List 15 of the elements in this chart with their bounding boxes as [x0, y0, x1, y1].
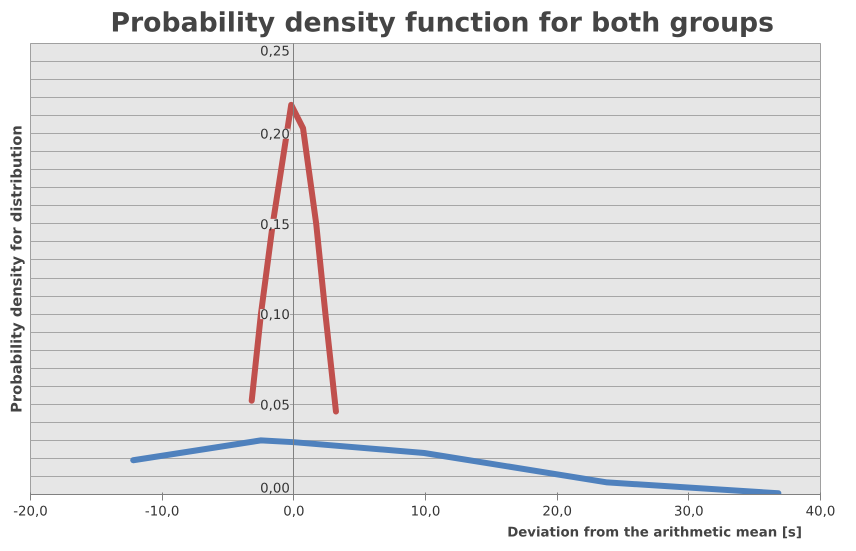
x-tick-label: 20,0 — [542, 504, 572, 520]
y-tick-label: 0,05 — [260, 398, 290, 414]
x-tick-label: -20,0 — [13, 504, 48, 520]
y-tick-label: 0,00 — [260, 482, 290, 496]
y-tick-label: 0,20 — [260, 128, 290, 143]
y-tick-label: 0,10 — [260, 308, 290, 324]
x-tick-label: 30,0 — [674, 504, 704, 520]
x-tick-label: -10,0 — [144, 504, 180, 520]
y-axis-title: Probability density for distribution — [8, 125, 26, 413]
x-tick-label: 40,0 — [806, 504, 836, 520]
x-axis-title: Deviation from the arithmetic mean [s] — [507, 526, 802, 540]
chart-title: Probability density function for both groups — [110, 8, 774, 38]
x-tick-label: 0,0 — [283, 504, 304, 520]
x-tick-label: 10,0 — [410, 504, 440, 520]
y-tick-label: 0,25 — [260, 44, 290, 60]
